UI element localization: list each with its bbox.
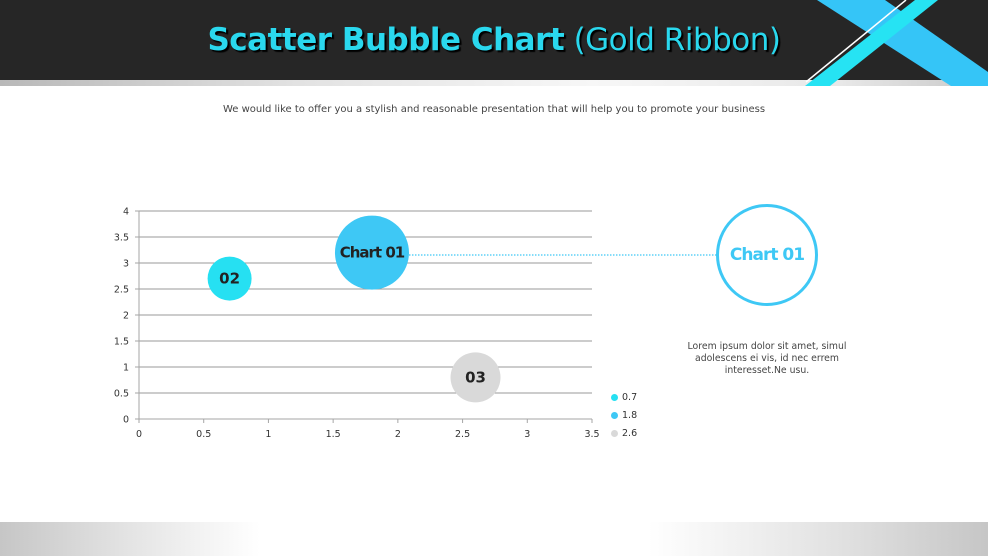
legend-label: 1.8 [622,409,638,421]
legend-item: 2.6 [611,424,637,442]
y-tick-label: 4 [123,207,129,218]
y-tick-label: 1 [123,363,129,374]
footer-gradient-right [648,522,988,556]
callout-label: Chart 01 [729,245,805,265]
y-tick-label: 3 [123,259,129,270]
legend-item: 0.7 [611,388,637,406]
bubble-03 [450,352,501,403]
x-tick-label: 0.5 [196,429,211,440]
legend-label: 0.7 [622,391,638,403]
header-divider [0,80,988,86]
callout-circle: Chart 01 [716,204,818,306]
header-bar [0,0,988,80]
x-tick-label: 3 [524,429,530,440]
x-tick-label: 1.5 [326,429,341,440]
bubble-chart-01 [334,215,409,290]
legend-dot-icon [611,393,618,401]
bubble-02 [207,256,252,301]
title-sub: (Gold Ribbon) [573,22,781,58]
legend-dot-icon [611,429,618,437]
x-tick-label: 2 [395,429,401,440]
y-tick-label: 2 [123,311,129,322]
legend-label: 2.6 [622,427,638,439]
page-title: Scatter Bubble Chart (Gold Ribbon) [0,22,988,58]
x-tick-label: 2.5 [455,429,470,440]
subtitle-text: We would like to offer you a stylish and… [222,104,766,115]
title-main: Scatter Bubble Chart [207,22,565,58]
y-tick-label: 3.5 [114,233,129,244]
footer-gradient-left [0,522,260,556]
legend-item: 1.8 [611,406,637,424]
y-tick-label: 0.5 [114,389,129,400]
x-tick-label: 3.5 [584,429,599,440]
y-tick-label: 2.5 [114,285,129,296]
ribbon-x-decoration [805,0,988,86]
callout-description: Lorem ipsum dolor sit amet, simul adoles… [687,341,847,376]
bubble-label: 03 [465,368,486,386]
bubble-label: 02 [219,270,240,288]
legend-dot-icon [611,411,618,419]
y-tick-label: 1.5 [114,337,129,348]
bubble-label: Chart 01 [340,244,405,262]
x-tick-label: 0 [136,429,142,440]
y-tick-label: 0 [123,415,129,426]
x-tick-label: 1 [265,429,271,440]
chart-legend: 0.7 1.8 2.6 [611,388,637,442]
